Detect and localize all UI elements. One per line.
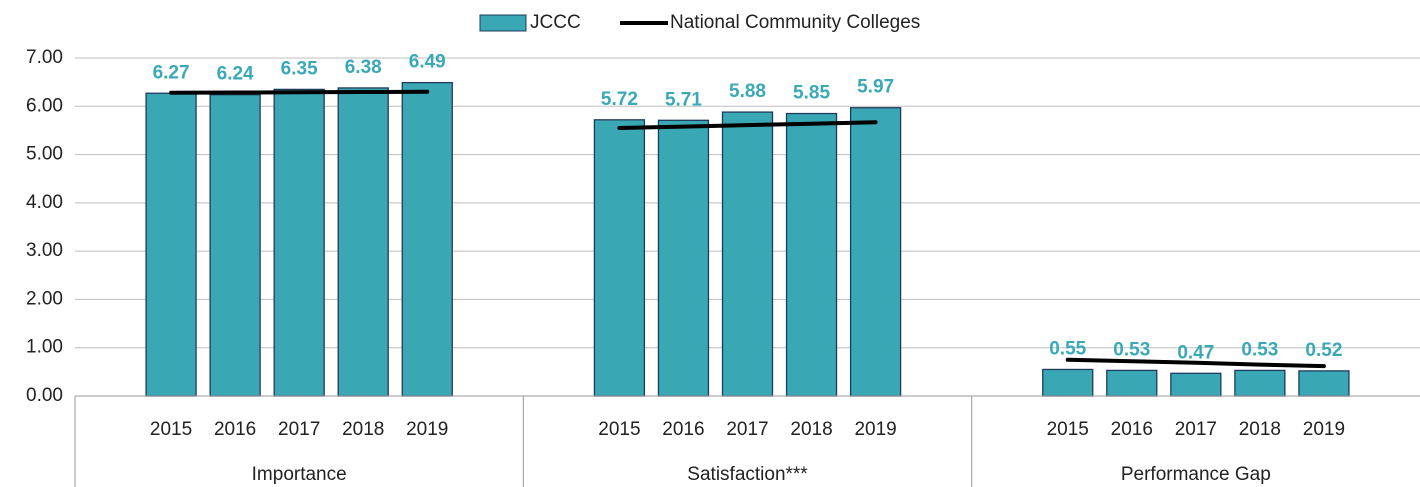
x-tick-label: 2015	[598, 419, 640, 440]
value-label: 0.47	[1177, 342, 1214, 363]
legend-label: JCCC	[530, 12, 581, 33]
value-label: 0.55	[1049, 338, 1086, 359]
value-label: 6.38	[345, 57, 382, 78]
x-tick-label: 2015	[1047, 419, 1089, 440]
y-tick-label: 7.00	[26, 47, 63, 68]
bar	[1298, 370, 1350, 397]
y-tick-label: 4.00	[26, 192, 63, 213]
value-label: 6.35	[281, 58, 318, 79]
legend-swatch	[479, 14, 527, 32]
y-tick-label: 6.00	[26, 95, 63, 116]
group-label: Performance Gap	[1121, 464, 1271, 485]
value-label: 5.88	[729, 81, 766, 102]
bar	[145, 92, 197, 397]
y-tick-label: 2.00	[26, 288, 63, 309]
y-tick-label: 5.00	[26, 144, 63, 165]
national-line	[169, 89, 430, 95]
bar	[1106, 369, 1158, 397]
x-tick-label: 2019	[406, 419, 448, 440]
national-line	[617, 120, 878, 130]
bar	[401, 81, 453, 397]
y-tick-label: 0.00	[26, 385, 63, 406]
x-tick-label: 2017	[1175, 419, 1217, 440]
value-label: 5.72	[601, 89, 638, 110]
x-tick-label: 2018	[790, 419, 832, 440]
group-label: Importance	[252, 464, 347, 485]
bar	[209, 94, 261, 397]
bar	[785, 112, 838, 397]
x-tick-label: 2016	[214, 419, 256, 440]
bar	[657, 119, 710, 397]
bar	[337, 87, 389, 397]
value-label: 0.53	[1241, 339, 1278, 360]
bar	[1042, 368, 1094, 397]
bar	[593, 119, 646, 397]
national-line	[1065, 357, 1326, 369]
bar	[1170, 372, 1222, 397]
value-label: 6.49	[409, 52, 446, 73]
legend-label: National Community Colleges	[670, 12, 920, 33]
bar	[721, 111, 774, 397]
x-tick-label: 2018	[342, 419, 384, 440]
y-tick-label: 1.00	[26, 337, 63, 358]
x-tick-label: 2015	[150, 419, 192, 440]
x-tick-label: 2016	[1111, 419, 1153, 440]
value-label: 6.27	[153, 62, 190, 83]
value-label: 5.85	[793, 83, 830, 104]
group-label: Satisfaction***	[687, 464, 808, 485]
value-label: 5.97	[857, 77, 894, 98]
x-tick-label: 2016	[662, 419, 704, 440]
x-tick-label: 2019	[1303, 419, 1345, 440]
bar	[1234, 369, 1286, 397]
bar	[273, 88, 325, 397]
value-label: 0.52	[1305, 340, 1342, 361]
x-tick-label: 2017	[278, 419, 320, 440]
y-tick-label: 3.00	[26, 240, 63, 261]
x-tick-label: 2018	[1239, 419, 1281, 440]
value-label: 6.24	[217, 64, 254, 85]
x-tick-label: 2019	[854, 419, 896, 440]
bar	[849, 107, 902, 397]
value-label: 0.53	[1113, 339, 1150, 360]
value-label: 5.71	[665, 89, 702, 110]
x-tick-label: 2017	[726, 419, 768, 440]
